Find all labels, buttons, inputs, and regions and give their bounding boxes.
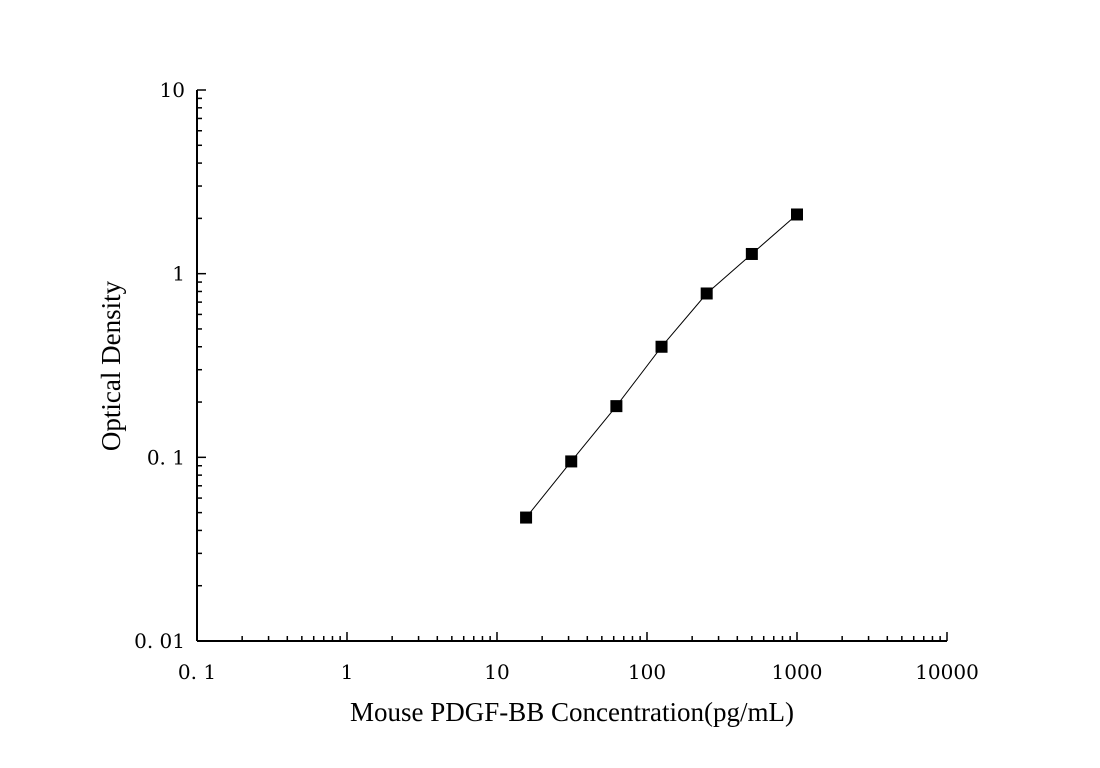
x-tick-labels: 0. 1 1 10 100 1000 10000 (178, 660, 979, 684)
data-point (655, 340, 668, 353)
data-points (520, 208, 803, 524)
x-tick-label: 1 (341, 660, 354, 684)
x-ticks (196, 632, 948, 641)
plot-area (520, 208, 803, 524)
axes (196, 90, 947, 642)
x-tick-label: 0. 1 (178, 660, 216, 684)
y-ticks (197, 89, 206, 642)
x-tick-label: 10000 (915, 660, 979, 684)
y-tick-label: 0. 1 (147, 445, 185, 469)
data-point (520, 511, 533, 524)
data-point (791, 208, 803, 221)
y-tick-label: 1 (172, 262, 185, 286)
y-tick-labels: 0. 01 0. 1 1 10 (134, 78, 185, 653)
y-tick-label: 10 (160, 78, 185, 102)
y-tick-label: 0. 01 (134, 629, 185, 653)
data-point (565, 455, 578, 468)
x-tick-label: 100 (628, 660, 666, 684)
data-point (610, 400, 623, 413)
x-axis-title: Mouse PDGF-BB Concentration(pg/mL) (350, 697, 794, 727)
data-point (700, 287, 713, 300)
data-point (745, 247, 758, 260)
y-axis-title: Optical Density (96, 280, 126, 451)
x-tick-label: 1000 (772, 660, 823, 684)
x-tick-label: 10 (484, 660, 509, 684)
